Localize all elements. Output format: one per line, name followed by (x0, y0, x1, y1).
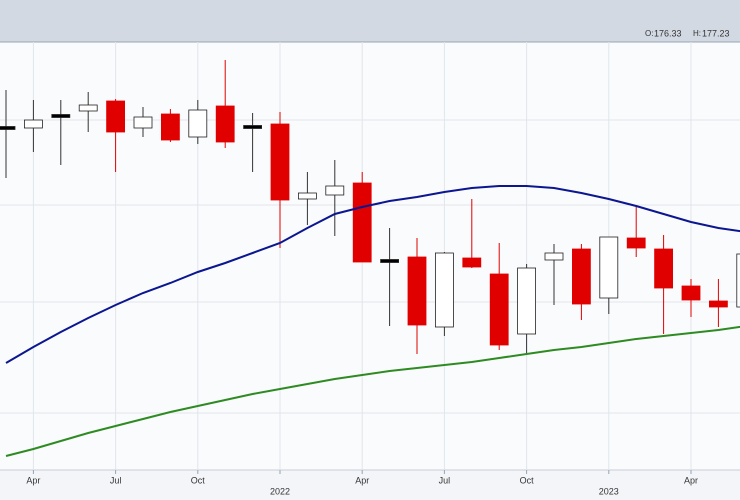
x-tick-label: Apr (26, 475, 40, 485)
candle-body (517, 267, 536, 335)
candle-body (160, 113, 180, 141)
ohlc-label: O: (645, 29, 653, 38)
moving-average (5, 325, 740, 457)
candle-body (243, 125, 263, 129)
candle-body (407, 256, 427, 326)
candle-body (78, 104, 98, 112)
x-tick-label: Oct (520, 475, 535, 485)
x-axis-band (0, 470, 740, 500)
x-tick-label: Apr (684, 475, 698, 485)
header-band (0, 0, 740, 42)
x-tick-label: 2023 (599, 486, 619, 496)
candle-body (654, 248, 673, 289)
ohlc-value: 177.23 (702, 28, 730, 38)
candle-body (544, 252, 564, 261)
x-tick-label: 2022 (270, 486, 290, 496)
x-tick-label: Jul (110, 475, 122, 485)
candle-body (106, 100, 125, 133)
candle-body (462, 257, 482, 268)
candle-body (270, 123, 290, 201)
candle-body (297, 192, 317, 200)
candle-body (352, 182, 372, 263)
ohlc-value: 176.33 (654, 28, 682, 38)
candle-body (434, 252, 454, 328)
x-tick-label: Jul (439, 475, 451, 485)
candle-body (0, 126, 16, 130)
candle-body (681, 285, 701, 301)
candle-body (626, 237, 646, 249)
x-tick-label: Oct (191, 475, 206, 485)
candle-body (489, 273, 509, 346)
candle-body (599, 236, 619, 299)
candle-body (133, 116, 153, 129)
x-tick-label: Apr (355, 475, 369, 485)
candle-body (709, 300, 728, 308)
candle-body (325, 185, 345, 196)
candle-body (736, 253, 740, 308)
ohlc-label: H: (693, 29, 701, 38)
candle-body (51, 114, 71, 118)
candle-body (572, 248, 591, 305)
candle-body (23, 119, 43, 129)
candle-body (188, 109, 208, 138)
candle-body (215, 105, 235, 143)
candle-body (380, 259, 400, 263)
moving-average (5, 185, 740, 364)
